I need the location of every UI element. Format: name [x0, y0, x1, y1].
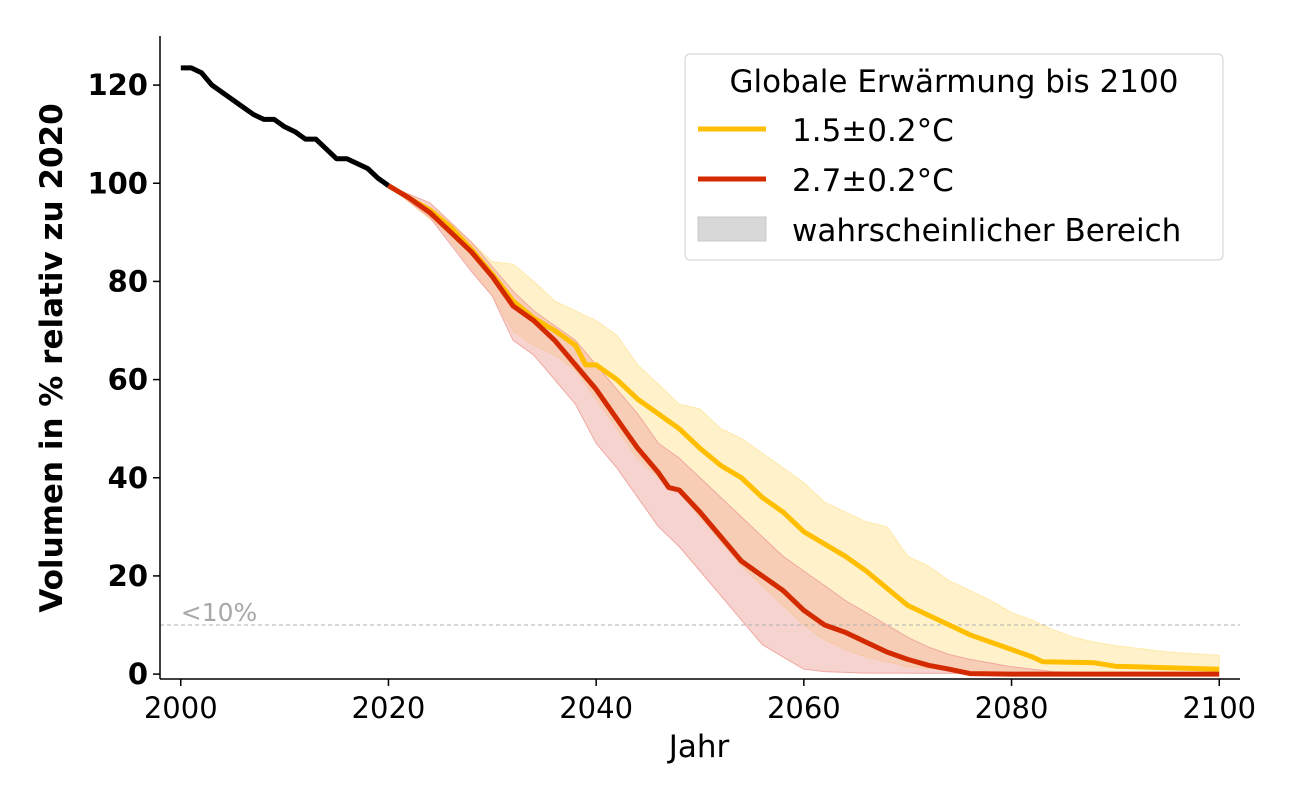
x-tick-label: 2040: [559, 691, 633, 725]
likely-range-band-2-7: [388, 185, 1220, 675]
historical-line: [180, 65, 390, 188]
x-axis-label: Jahr: [667, 729, 730, 765]
x-tick-label: 2060: [767, 691, 841, 725]
x-tick-label: 2000: [144, 691, 218, 725]
legend: Globale Erwärmung bis 2100 1.5±0.2°C 2.7…: [684, 53, 1224, 261]
threshold-label: <10%: [181, 598, 258, 627]
y-tick-label: 120: [87, 68, 148, 102]
legend-patch-range: [697, 216, 767, 242]
legend-title: Globale Erwärmung bis 2100: [730, 64, 1179, 100]
y-tick-label: 60: [108, 363, 148, 397]
y-tick-label: 20: [108, 559, 148, 593]
y-tick-label: 80: [108, 264, 148, 298]
x-tick-label: 2020: [352, 691, 426, 725]
x-tick-label: 2100: [1182, 691, 1256, 725]
x-tick-label: 2080: [975, 691, 1049, 725]
legend-label-1-5: 1.5±0.2°C: [792, 113, 954, 149]
legend-label-2-7: 2.7±0.2°C: [792, 163, 954, 199]
y-tick-label: 100: [87, 166, 148, 200]
y-tick-label: 40: [108, 461, 148, 495]
series-line-1-5: [387, 183, 1220, 672]
series-lines: [180, 65, 1220, 677]
legend-label-range: wahrscheinlicher Bereich: [792, 213, 1181, 249]
y-tick-label: 0: [128, 657, 148, 691]
series-line-2-7: [387, 183, 1220, 677]
y-axis-label: Volumen in % relativ zu 2020: [34, 103, 70, 612]
likely-range-bands: [388, 185, 1220, 675]
